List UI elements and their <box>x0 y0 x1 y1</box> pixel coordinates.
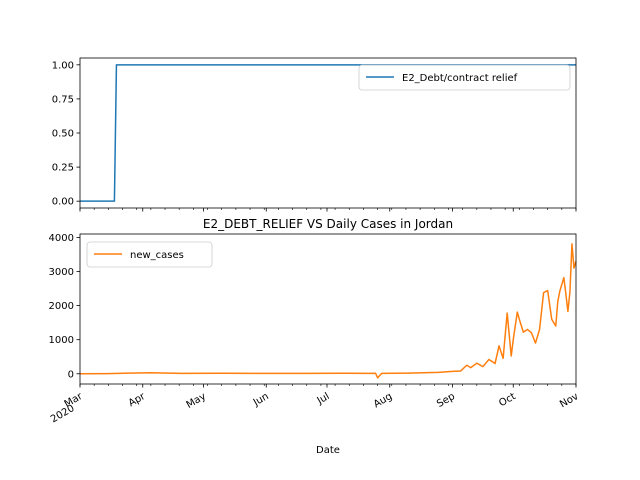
top-legend: E2_Debt/contract relief <box>358 64 571 91</box>
x-axis-label: Date <box>316 445 340 456</box>
bottom-chart-title: E2_DEBT_RELIEF VS Daily Cases in Jordan <box>203 217 453 231</box>
bottom-series-group <box>79 243 577 379</box>
top-series-line-0 <box>80 64 576 202</box>
bottom-legend-label: new_cases <box>130 250 184 261</box>
bottom-y-tick-label: 3000 <box>49 267 74 278</box>
bottom-y-tick-label: 1000 <box>49 335 74 346</box>
top-y-tick-label: 0.25 <box>52 163 74 174</box>
top-subplot: 0.00 0.25 0.50 0.75 1.00 E2_Debt/contract re… <box>52 57 577 212</box>
top-y-tick-label: 0.50 <box>52 129 74 140</box>
bottom-y-tick-label: 0 <box>68 369 74 380</box>
top-y-tick-label: 1.00 <box>52 60 74 71</box>
top-legend-label: E2_Debt/contract relief <box>402 73 518 84</box>
top-y-tick-label: 0.75 <box>52 94 74 105</box>
top-plot-frame <box>79 57 577 209</box>
bottom-y-ticks: 0 1000 2000 3000 4000 <box>49 233 80 380</box>
bottom-plot-frame <box>79 233 577 385</box>
bottom-series-line-0 <box>79 243 577 379</box>
bottom-y-tick-label: 4000 <box>49 233 74 244</box>
top-series-group <box>80 64 576 202</box>
bottom-legend: new_cases <box>86 241 213 268</box>
top-y-tick-label: 0.00 <box>52 197 74 208</box>
top-legend-box <box>358 64 571 91</box>
top-y-ticks: 0.00 0.25 0.50 0.75 1.00 <box>52 60 80 208</box>
bottom-legend-box <box>86 241 213 268</box>
bottom-y-tick-label: 2000 <box>49 301 74 312</box>
